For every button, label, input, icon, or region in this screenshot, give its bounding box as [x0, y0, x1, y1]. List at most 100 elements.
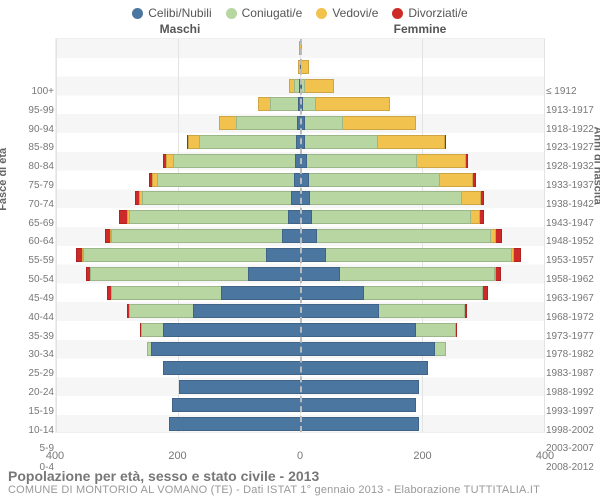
x-tick: 0	[297, 450, 303, 462]
bar-segment	[166, 154, 173, 168]
bar-segment	[179, 380, 300, 394]
y-right-tick: 1943-1947	[546, 218, 596, 229]
bar-segment	[514, 248, 521, 262]
bar-segment	[300, 361, 428, 375]
bar-segment	[310, 191, 463, 205]
bar-segment	[291, 191, 300, 205]
bar-segment	[378, 135, 445, 149]
y-right-tick: 1988-1992	[546, 387, 596, 398]
bar-segment	[496, 267, 501, 281]
y-left-tick: 50-54	[4, 274, 54, 285]
bar-segment	[301, 60, 308, 74]
bar-segment	[440, 173, 474, 187]
y-right-tick: 1958-1962	[546, 274, 596, 285]
bar-segment	[307, 154, 417, 168]
y-left-tick: 30-34	[4, 349, 54, 360]
bar-segment	[270, 97, 298, 111]
y-right-tick: 1933-1937	[546, 180, 596, 191]
bar-segment	[305, 79, 334, 93]
legend-swatch	[316, 8, 327, 19]
y-left-tick: 100+	[4, 86, 54, 97]
y-left-tick: 70-74	[4, 199, 54, 210]
y-right-ticks: ≤ 19121913-19171918-19221923-19271928-19…	[546, 83, 596, 478]
bar-segment	[326, 248, 512, 262]
y-left-tick: 25-29	[4, 368, 54, 379]
bar-segment	[300, 248, 326, 262]
bar-segment	[496, 229, 502, 243]
bar-segment	[465, 304, 467, 318]
center-axis	[300, 39, 302, 432]
bar-segment	[300, 229, 317, 243]
y-left-tick: 15-19	[4, 406, 54, 417]
bar-segment	[188, 135, 199, 149]
label-male: Maschi	[60, 22, 300, 36]
bar-segment	[163, 323, 300, 337]
population-pyramid	[55, 38, 545, 433]
y-left-tick: 75-79	[4, 180, 54, 191]
caption: Popolazione per età, sesso e stato civil…	[8, 468, 592, 496]
bar-segment	[169, 417, 300, 431]
bar-segment	[317, 229, 491, 243]
y-left-tick: 85-89	[4, 142, 54, 153]
bar-segment	[462, 191, 480, 205]
bar-segment	[157, 173, 294, 187]
bar-segment	[303, 97, 316, 111]
bar-segment	[300, 267, 340, 281]
legend: Celibi/NubiliConiugati/eVedovi/eDivorzia…	[0, 0, 600, 22]
bar-segment	[343, 116, 416, 130]
legend-label: Celibi/Nubili	[148, 6, 211, 20]
bar-segment	[340, 267, 496, 281]
y-right-tick: 1963-1967	[546, 293, 596, 304]
bar-segment	[142, 191, 291, 205]
y-left-tick: 90-94	[4, 124, 54, 135]
legend-item: Celibi/Nubili	[132, 6, 211, 20]
legend-swatch	[392, 8, 403, 19]
bar-segment	[364, 286, 483, 300]
y-right-tick: 1998-2002	[546, 425, 596, 436]
bar-segment	[111, 229, 282, 243]
bar-segment	[473, 173, 475, 187]
legend-swatch	[132, 8, 143, 19]
bar-segment	[309, 173, 440, 187]
bar-segment	[480, 210, 484, 224]
bar-segment	[300, 398, 416, 412]
x-tick: 200	[168, 450, 186, 462]
y-right-tick: 1923-1927	[546, 142, 596, 153]
bar-segment	[236, 116, 297, 130]
y-right-tick: 1953-1957	[546, 255, 596, 266]
legend-swatch	[226, 8, 237, 19]
bar-segment	[199, 135, 297, 149]
gender-labels: Maschi Femmine	[0, 22, 600, 36]
y-left-tick: 80-84	[4, 161, 54, 172]
bar-segment	[312, 210, 471, 224]
y-left-tick: 45-49	[4, 293, 54, 304]
legend-label: Divorziati/e	[408, 6, 467, 20]
bar-segment	[471, 210, 480, 224]
gridline	[544, 39, 545, 432]
label-female: Femmine	[300, 22, 540, 36]
bar-segment	[119, 210, 128, 224]
legend-item: Divorziati/e	[392, 6, 467, 20]
legend-label: Coniugati/e	[242, 6, 303, 20]
bar-segment	[172, 398, 300, 412]
legend-item: Coniugati/e	[226, 6, 303, 20]
bar-segment	[173, 154, 295, 168]
bar-segment	[305, 135, 378, 149]
bar-segment	[445, 135, 446, 149]
y-left-tick: 40-44	[4, 312, 54, 323]
x-tick: 400	[536, 450, 554, 462]
bar-segment	[83, 248, 266, 262]
bar-segment	[300, 342, 435, 356]
bar-segment	[258, 97, 270, 111]
y-left-ticks: 100+95-9990-9485-8980-8475-7970-7465-696…	[4, 83, 54, 478]
bar-segment	[316, 97, 389, 111]
bar-segment	[111, 286, 221, 300]
bar-segment	[266, 248, 300, 262]
bar-segment	[288, 210, 300, 224]
bar-segment	[163, 361, 300, 375]
y-left-tick: 60-64	[4, 236, 54, 247]
bar-segment	[416, 323, 456, 337]
bar-segment	[300, 286, 364, 300]
x-tick: 200	[413, 450, 431, 462]
bar-segment	[129, 304, 193, 318]
